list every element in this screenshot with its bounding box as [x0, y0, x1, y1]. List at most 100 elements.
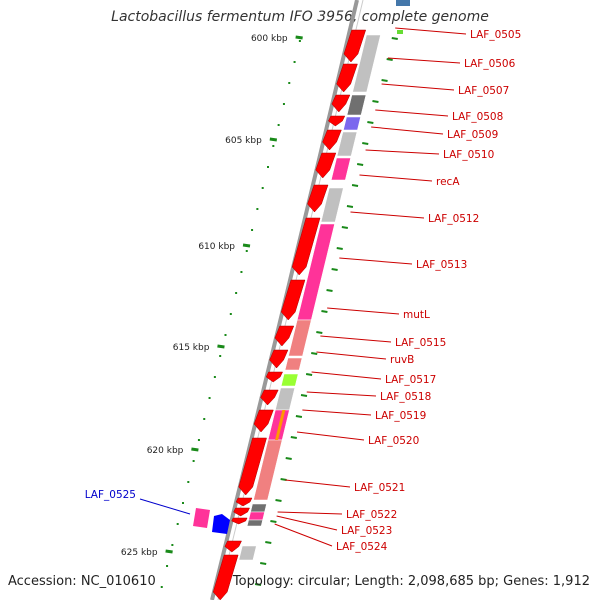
gene-block[interactable]	[320, 187, 344, 223]
gene-label[interactable]: LAF_0506	[464, 58, 516, 70]
ruler-dot	[187, 481, 190, 483]
outer-tick	[311, 352, 318, 355]
forward-strand-genes	[193, 0, 410, 561]
gene-arrow[interactable]	[253, 409, 274, 433]
gene-label[interactable]: recA	[436, 176, 460, 188]
gene-block[interactable]	[336, 131, 358, 157]
ruler-label: 615 kbp	[173, 343, 210, 353]
leader-line	[320, 335, 392, 343]
gene-arrow[interactable]	[238, 437, 267, 496]
outer-tick	[316, 331, 323, 334]
gene-arrow[interactable]	[212, 554, 239, 600]
ruler-dot	[171, 544, 174, 546]
ruler-dot	[166, 565, 169, 567]
outer-tick	[341, 226, 349, 229]
gene-arrow[interactable]	[307, 184, 329, 213]
gene-label[interactable]: LAF_0522	[346, 509, 397, 521]
outer-tick	[295, 415, 303, 418]
gene-arrow[interactable]	[265, 371, 284, 383]
gene-block[interactable]	[280, 373, 299, 387]
gene-arrow[interactable]	[260, 389, 279, 406]
gene-arrow[interactable]	[269, 349, 289, 369]
gene-arrow[interactable]	[212, 514, 230, 534]
outer-tick	[260, 562, 267, 565]
ruler-label: 620 kbp	[147, 446, 184, 456]
gene-block[interactable]	[275, 387, 296, 411]
gene-block[interactable]	[346, 94, 367, 116]
ruler-labels: 600 kbp 605 kbp 610 kbp 615 kbp 620 kbp 625 k…	[121, 34, 288, 558]
gene-arrow[interactable]	[231, 517, 248, 525]
gene-arrow[interactable]	[315, 152, 337, 179]
gene-block[interactable]	[343, 116, 361, 131]
gene-label[interactable]: LAF_0512	[428, 213, 479, 225]
gene-label[interactable]: LAF_0513	[416, 259, 467, 271]
gene-block[interactable]	[248, 511, 265, 521]
gene-arrow[interactable]	[235, 497, 253, 507]
gene-block[interactable]	[238, 545, 257, 561]
ruler-major-tick	[165, 549, 173, 554]
gene-label[interactable]: ruvB	[390, 354, 414, 366]
gene-arrow[interactable]	[336, 63, 358, 93]
outer-tick	[362, 142, 369, 145]
ruler-major-tick	[295, 35, 303, 40]
ruler-label: 605 kbp	[225, 136, 262, 146]
leader-line	[306, 391, 377, 397]
ruler-major-tick	[191, 447, 199, 452]
gene-label[interactable]: LAF_0520	[368, 435, 419, 447]
leader-line	[350, 211, 425, 219]
ruler-dot	[245, 250, 248, 252]
outer-tick	[356, 163, 364, 166]
leader-line	[302, 409, 372, 416]
gene-label[interactable]: LAF_0509	[447, 129, 498, 141]
gene-block[interactable]	[284, 357, 303, 371]
gene-label[interactable]: LAF_0510	[443, 149, 494, 161]
outer-tick	[331, 268, 338, 271]
gene-label[interactable]: LAF_0505	[470, 29, 521, 41]
ruler-dot	[251, 229, 254, 231]
gene-arrow[interactable]	[291, 217, 321, 276]
leader-line	[296, 431, 365, 441]
leader-line	[387, 57, 461, 64]
ruler-label: 625 kbp	[121, 548, 158, 558]
gene-label[interactable]: LAF_0519	[375, 410, 426, 422]
gene-arrow[interactable]	[224, 540, 242, 553]
gene-block[interactable]	[396, 0, 410, 6]
ruler-dot	[288, 82, 291, 84]
ruler-dot	[261, 187, 264, 189]
gene-block[interactable]	[246, 519, 263, 527]
gene-label[interactable]: LAF_0517	[385, 374, 436, 386]
gene-arrow[interactable]	[331, 94, 351, 113]
gene-arrow[interactable]	[233, 507, 250, 517]
gene-block[interactable]	[397, 30, 403, 34]
gene-label[interactable]: LAF_0518	[380, 391, 431, 403]
gene-arrow[interactable]	[343, 29, 367, 63]
leader-line	[381, 83, 455, 91]
gene-label[interactable]: LAF_0521	[354, 482, 405, 494]
gene-label[interactable]: LAF_0524	[336, 541, 388, 553]
ruler-dot	[213, 376, 216, 378]
gene-block[interactable]	[250, 503, 267, 513]
ruler-dot	[176, 523, 179, 525]
gene-arrow[interactable]	[274, 325, 295, 347]
gene-label[interactable]: LAF_0508	[452, 111, 503, 123]
ruler-dot	[272, 145, 275, 147]
gene-label[interactable]: LAF_0525	[85, 489, 136, 501]
reverse-strand-genes	[212, 29, 367, 600]
gene-block[interactable]	[352, 34, 381, 93]
gene-arrow[interactable]	[322, 129, 342, 151]
gene-label[interactable]: LAF_0523	[341, 525, 392, 537]
gene-block[interactable]	[193, 508, 210, 528]
gene-arrow[interactable]	[280, 279, 306, 321]
gene-block[interactable]	[288, 319, 312, 357]
gene-label[interactable]: LAF_0515	[395, 337, 446, 349]
gene-label[interactable]: LAF_0507	[458, 85, 509, 97]
gene-label[interactable]: mutL	[403, 309, 430, 321]
outer-tick	[336, 247, 343, 250]
ruler-dot	[197, 439, 200, 441]
gene-block[interactable]	[330, 157, 351, 181]
ruler-label: 600 kbp	[251, 34, 288, 44]
outer-ticks	[254, 37, 398, 586]
gene-arrow[interactable]	[328, 115, 346, 127]
ruler-major-tick	[242, 243, 251, 248]
